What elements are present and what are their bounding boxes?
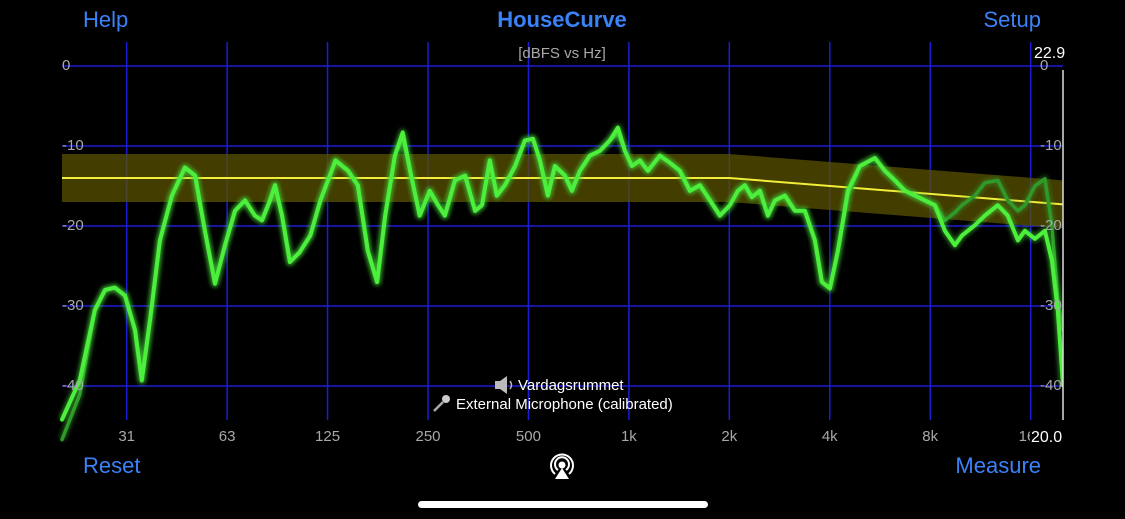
measurement-curve bbox=[60, 125, 1063, 422]
x-tick-label: 8k bbox=[922, 428, 938, 445]
x-tick-label: 500 bbox=[516, 428, 541, 445]
microphone-name: External Microphone (calibrated) bbox=[456, 396, 673, 413]
readout-top: 22.9 bbox=[1034, 45, 1065, 62]
x-tick-label: 4k bbox=[822, 428, 838, 445]
y-tick-label: -10 bbox=[62, 137, 84, 154]
y-tick-label-right: -20 bbox=[1040, 217, 1062, 234]
setup-button[interactable]: Setup bbox=[984, 7, 1042, 32]
y-tick-label-right: 0 bbox=[1040, 57, 1048, 74]
speaker-icon bbox=[495, 376, 513, 394]
y-tick-label: -20 bbox=[62, 217, 84, 234]
x-tick-label: 2k bbox=[721, 428, 737, 445]
y-tick-label: -30 bbox=[62, 297, 84, 314]
chart-subtitle: [dBFS vs Hz] bbox=[518, 45, 606, 62]
plot bbox=[58, 124, 1063, 442]
x-tick-label: 31 bbox=[118, 428, 135, 445]
readout-bottom: 20.0 bbox=[1031, 429, 1062, 446]
y-tick-label: 0 bbox=[62, 57, 70, 74]
x-tick-label: 250 bbox=[415, 428, 440, 445]
y-tick-label-right: -30 bbox=[1040, 297, 1062, 314]
measure-button[interactable]: Measure bbox=[955, 453, 1041, 478]
microphone-icon bbox=[433, 395, 450, 412]
airplay-button[interactable] bbox=[550, 453, 574, 479]
reset-button[interactable]: Reset bbox=[83, 453, 140, 478]
x-tick-label: 63 bbox=[219, 428, 236, 445]
speaker-name: Vardagsrummet bbox=[518, 377, 624, 394]
y-tick-label: -40 bbox=[62, 377, 84, 394]
target-band bbox=[62, 154, 1063, 229]
y-tick-label-right: -40 bbox=[1040, 377, 1062, 394]
home-indicator bbox=[418, 501, 708, 508]
target-curve bbox=[62, 177, 1063, 206]
x-tick-label: 125 bbox=[315, 428, 340, 445]
readout-box bbox=[1030, 428, 1063, 448]
app-title: HouseCurve bbox=[497, 7, 627, 32]
tick-labels: 0 0 -10 -10 -20 -20 -30 -30 -40 -40 31 63 125 250 500 1… bbox=[62, 57, 1062, 445]
help-button[interactable]: Help bbox=[83, 7, 128, 32]
y-tick-label-right: -10 bbox=[1040, 137, 1062, 154]
x-tick-label: 1k bbox=[621, 428, 637, 445]
